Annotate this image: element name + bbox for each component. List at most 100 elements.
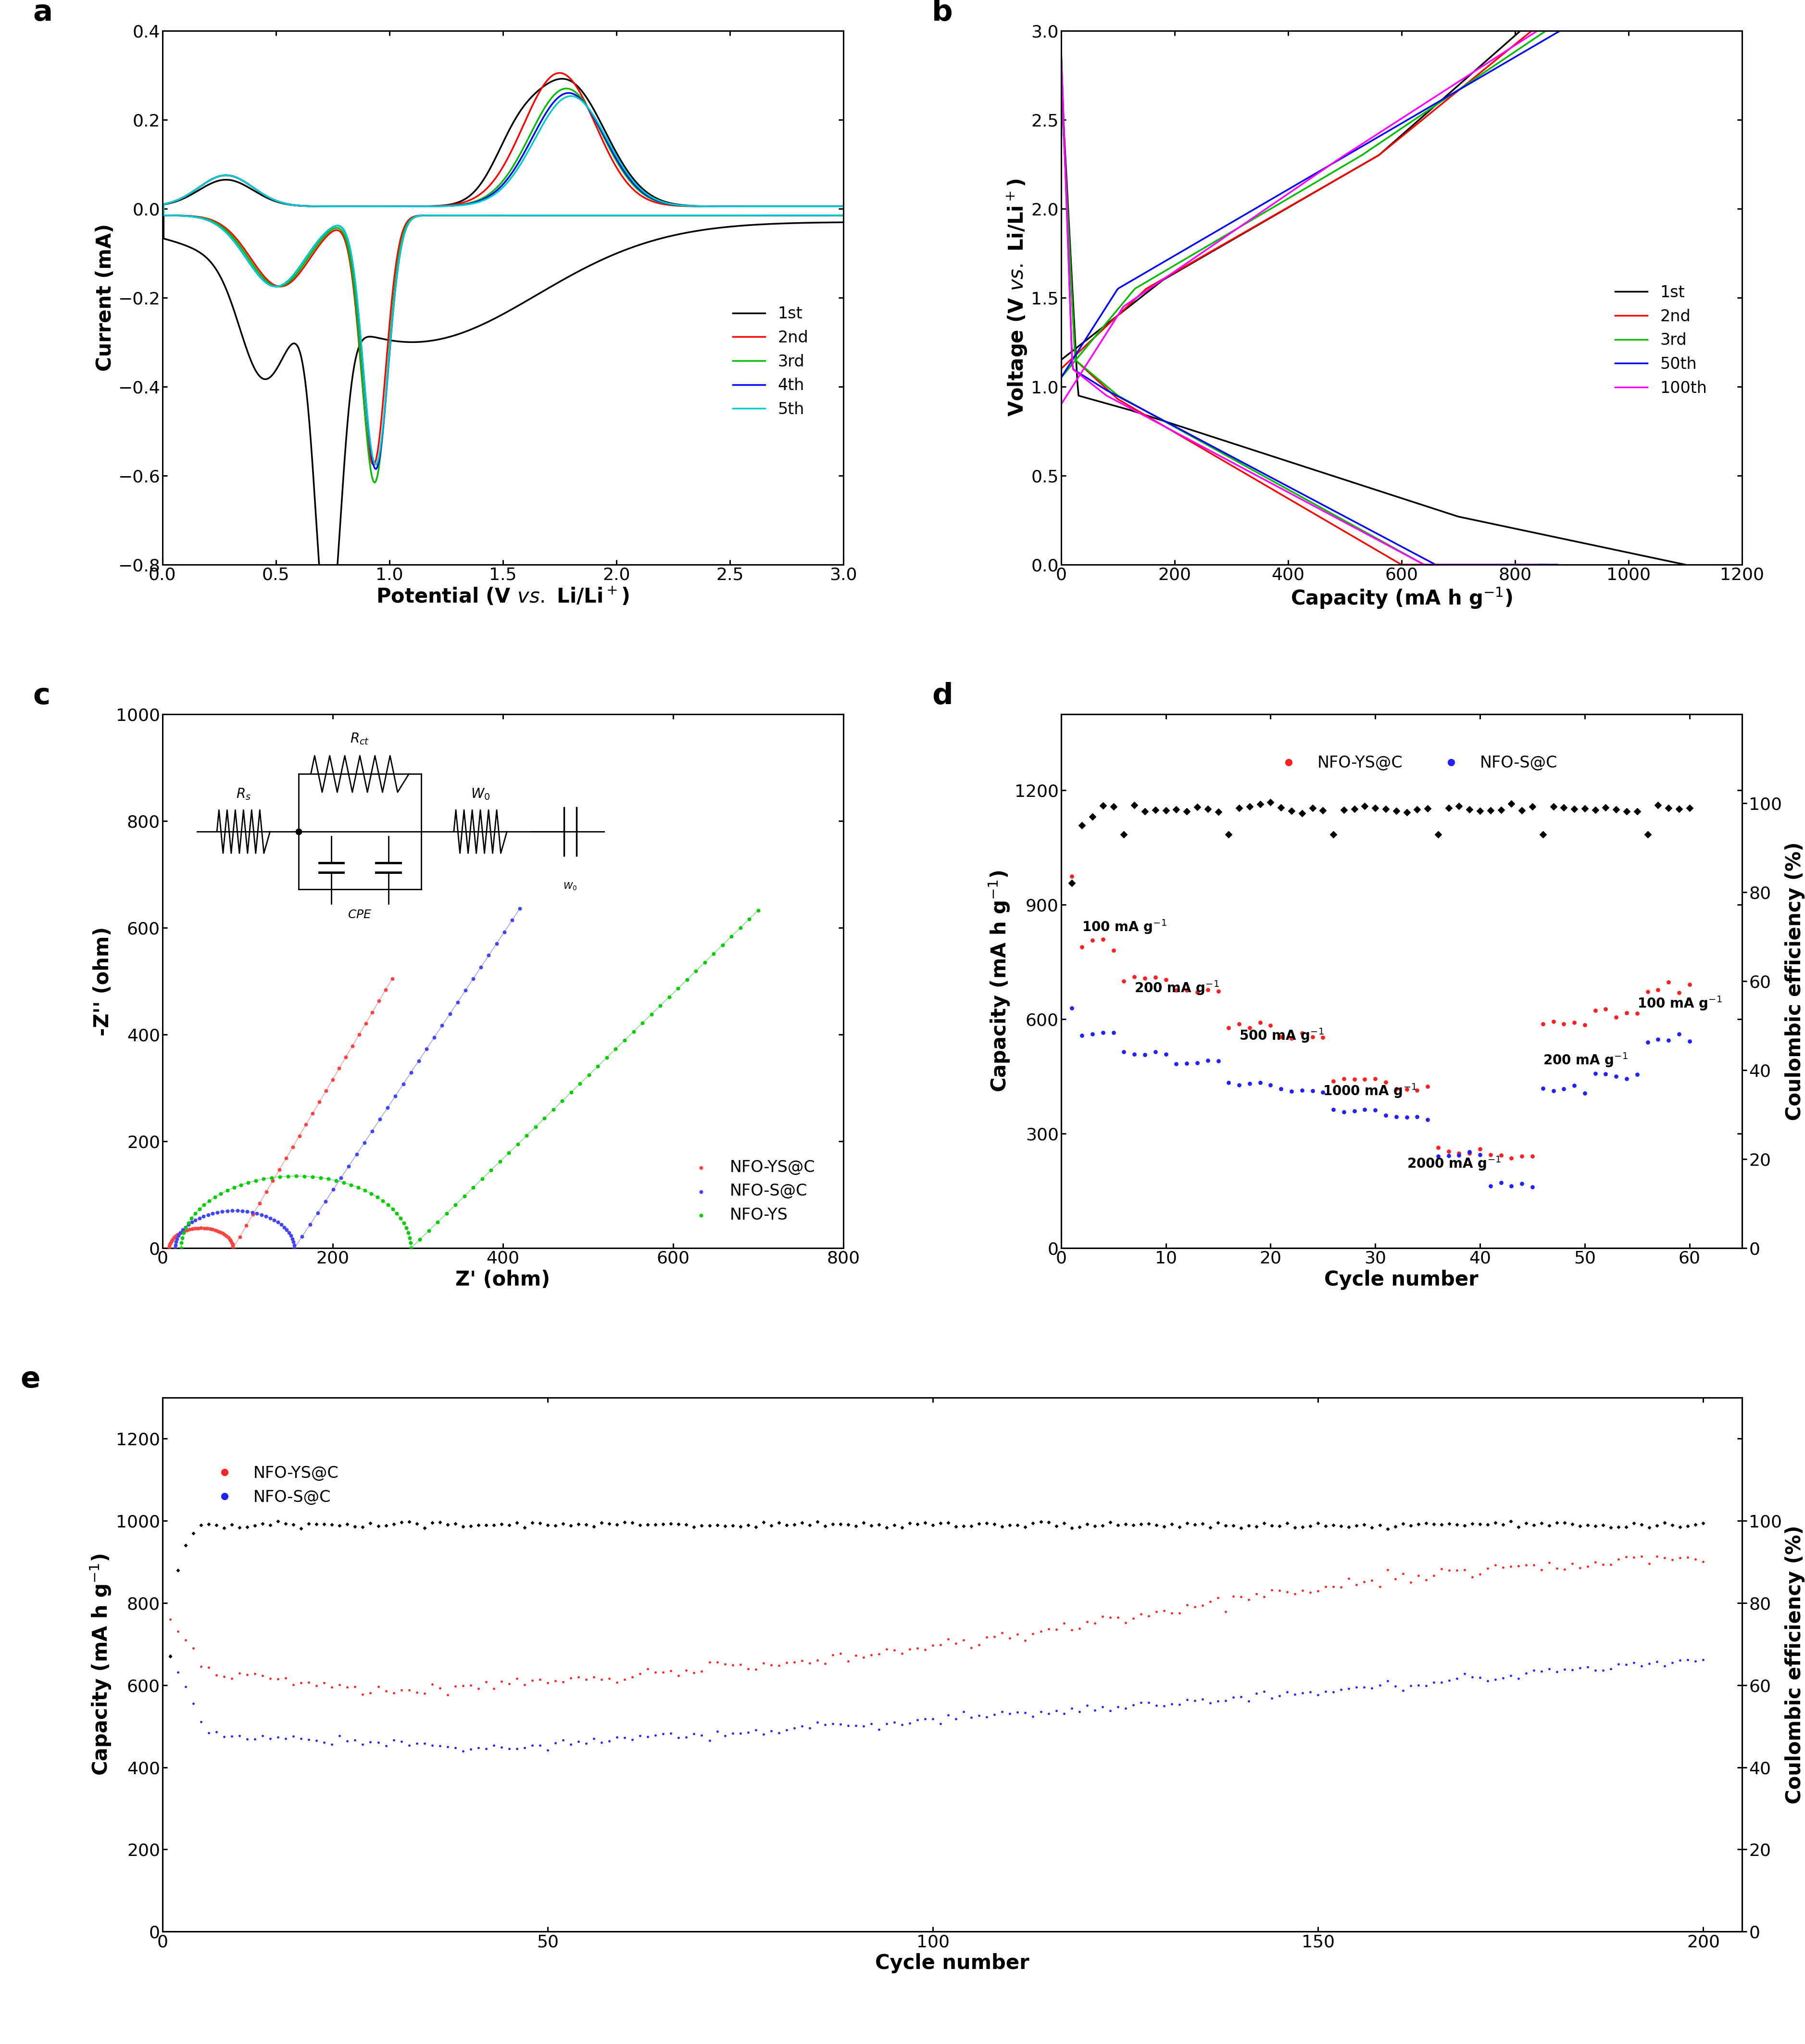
Point: [617, 1660, 646, 1692]
NFO-S@C: [233, 1196, 262, 1228]
Point: [865, 1508, 893, 1541]
Point: [718, 1650, 747, 1682]
Point: [1653, 965, 1682, 997]
Point: [1659, 1508, 1688, 1541]
Point: [1298, 1075, 1327, 1108]
Point: [209, 1660, 238, 1692]
Point: [1365, 1670, 1393, 1703]
Point: [1289, 1511, 1318, 1543]
Point: [1540, 1006, 1569, 1038]
Point: [365, 1511, 393, 1543]
Point: [1126, 1598, 1155, 1631]
Point: [1588, 1508, 1617, 1541]
X-axis label: Potential (V $\it{vs.}$ Li/Li$^+$): Potential (V $\it{vs.}$ Li/Li$^+$): [375, 587, 630, 607]
Point: [1343, 1508, 1372, 1541]
Point: [1659, 1645, 1688, 1678]
Point: [1588, 1654, 1617, 1686]
Point: [1041, 1613, 1070, 1645]
Point: [596, 1506, 625, 1539]
Point: [1072, 1605, 1101, 1637]
NFO-S@C: [381, 1079, 410, 1112]
Point: [1543, 1656, 1572, 1688]
Point: [410, 1727, 439, 1760]
4th: [693, 202, 715, 227]
Point: [702, 1715, 731, 1748]
Point: [440, 1731, 469, 1764]
Point: [1058, 867, 1087, 899]
Point: [1644, 789, 1673, 822]
NFO-YS: [495, 1136, 523, 1169]
NFO-YS@C: [215, 1222, 244, 1255]
100th: [1051, 37, 1072, 61]
Point: [895, 1707, 924, 1739]
1st: [318, 628, 339, 652]
Point: [1276, 1022, 1305, 1055]
Point: [301, 1508, 330, 1541]
Point: [949, 1694, 978, 1727]
Point: [834, 1709, 863, 1741]
Point: [742, 1713, 771, 1746]
NFO-S@C: [489, 916, 518, 948]
NFO-YS: [329, 1167, 357, 1200]
Point: [195, 1508, 224, 1541]
Point: [1319, 1094, 1348, 1126]
Point: [280, 1668, 309, 1701]
Point: [1357, 1564, 1386, 1596]
Point: [1065, 1613, 1094, 1645]
3rd: [231, 237, 253, 262]
Point: [1392, 795, 1421, 828]
Point: [1444, 1136, 1473, 1169]
Point: [1635, 1647, 1664, 1680]
Point: [1574, 1508, 1603, 1541]
NFO-S@C: [475, 938, 504, 971]
Point: [1361, 1063, 1390, 1096]
Point: [1350, 1508, 1379, 1541]
Point: [341, 1670, 370, 1703]
50th: [1247, 458, 1269, 482]
Point: [1381, 1562, 1410, 1594]
Point: [1634, 1026, 1662, 1059]
4th: [832, 202, 854, 227]
Point: [1383, 795, 1412, 828]
4th: [534, 102, 556, 127]
Point: [1558, 1654, 1587, 1686]
Point: [926, 1506, 955, 1539]
Legend: NFO-YS@C, NFO-S@C: NFO-YS@C, NFO-S@C: [1267, 748, 1563, 777]
Text: 200 mA g$^{-1}$: 200 mA g$^{-1}$: [1134, 979, 1220, 995]
Point: [1511, 1658, 1540, 1690]
Point: [1027, 1504, 1056, 1537]
Point: [879, 1633, 908, 1666]
Point: [1350, 789, 1379, 822]
NFO-YS: [397, 1233, 426, 1265]
Point: [818, 1639, 847, 1672]
Point: [1096, 1694, 1125, 1727]
Point: [532, 1508, 561, 1541]
Point: [440, 1670, 469, 1703]
Point: [1004, 1508, 1032, 1541]
NFO-YS: [458, 1171, 487, 1204]
Point: [217, 1508, 245, 1541]
Point: [957, 1701, 986, 1733]
1st: [560, 69, 581, 94]
NFO-YS@C: [218, 1230, 247, 1263]
NFO-YS: [504, 1128, 532, 1161]
NFO-YS@C: [190, 1212, 218, 1245]
Point: [1435, 1139, 1464, 1171]
NFO-S@C: [404, 1044, 433, 1077]
Point: [641, 1656, 670, 1688]
Point: [164, 1615, 193, 1647]
Point: [1361, 791, 1390, 824]
Point: [1067, 809, 1096, 842]
NFO-S@C: [276, 1220, 305, 1253]
X-axis label: Capacity (mA h g$^{-1}$): Capacity (mA h g$^{-1}$): [1291, 587, 1513, 611]
Point: [1143, 1596, 1171, 1629]
NFO-YS: [184, 1194, 213, 1226]
NFO-YS@C: [159, 1220, 188, 1253]
1st: [408, 194, 430, 219]
Point: [1476, 795, 1505, 828]
5th: [560, 84, 581, 108]
Point: [1388, 1558, 1417, 1590]
Point: [518, 1506, 547, 1539]
Point: [318, 1727, 347, 1760]
NFO-YS@C: [184, 1212, 213, 1245]
